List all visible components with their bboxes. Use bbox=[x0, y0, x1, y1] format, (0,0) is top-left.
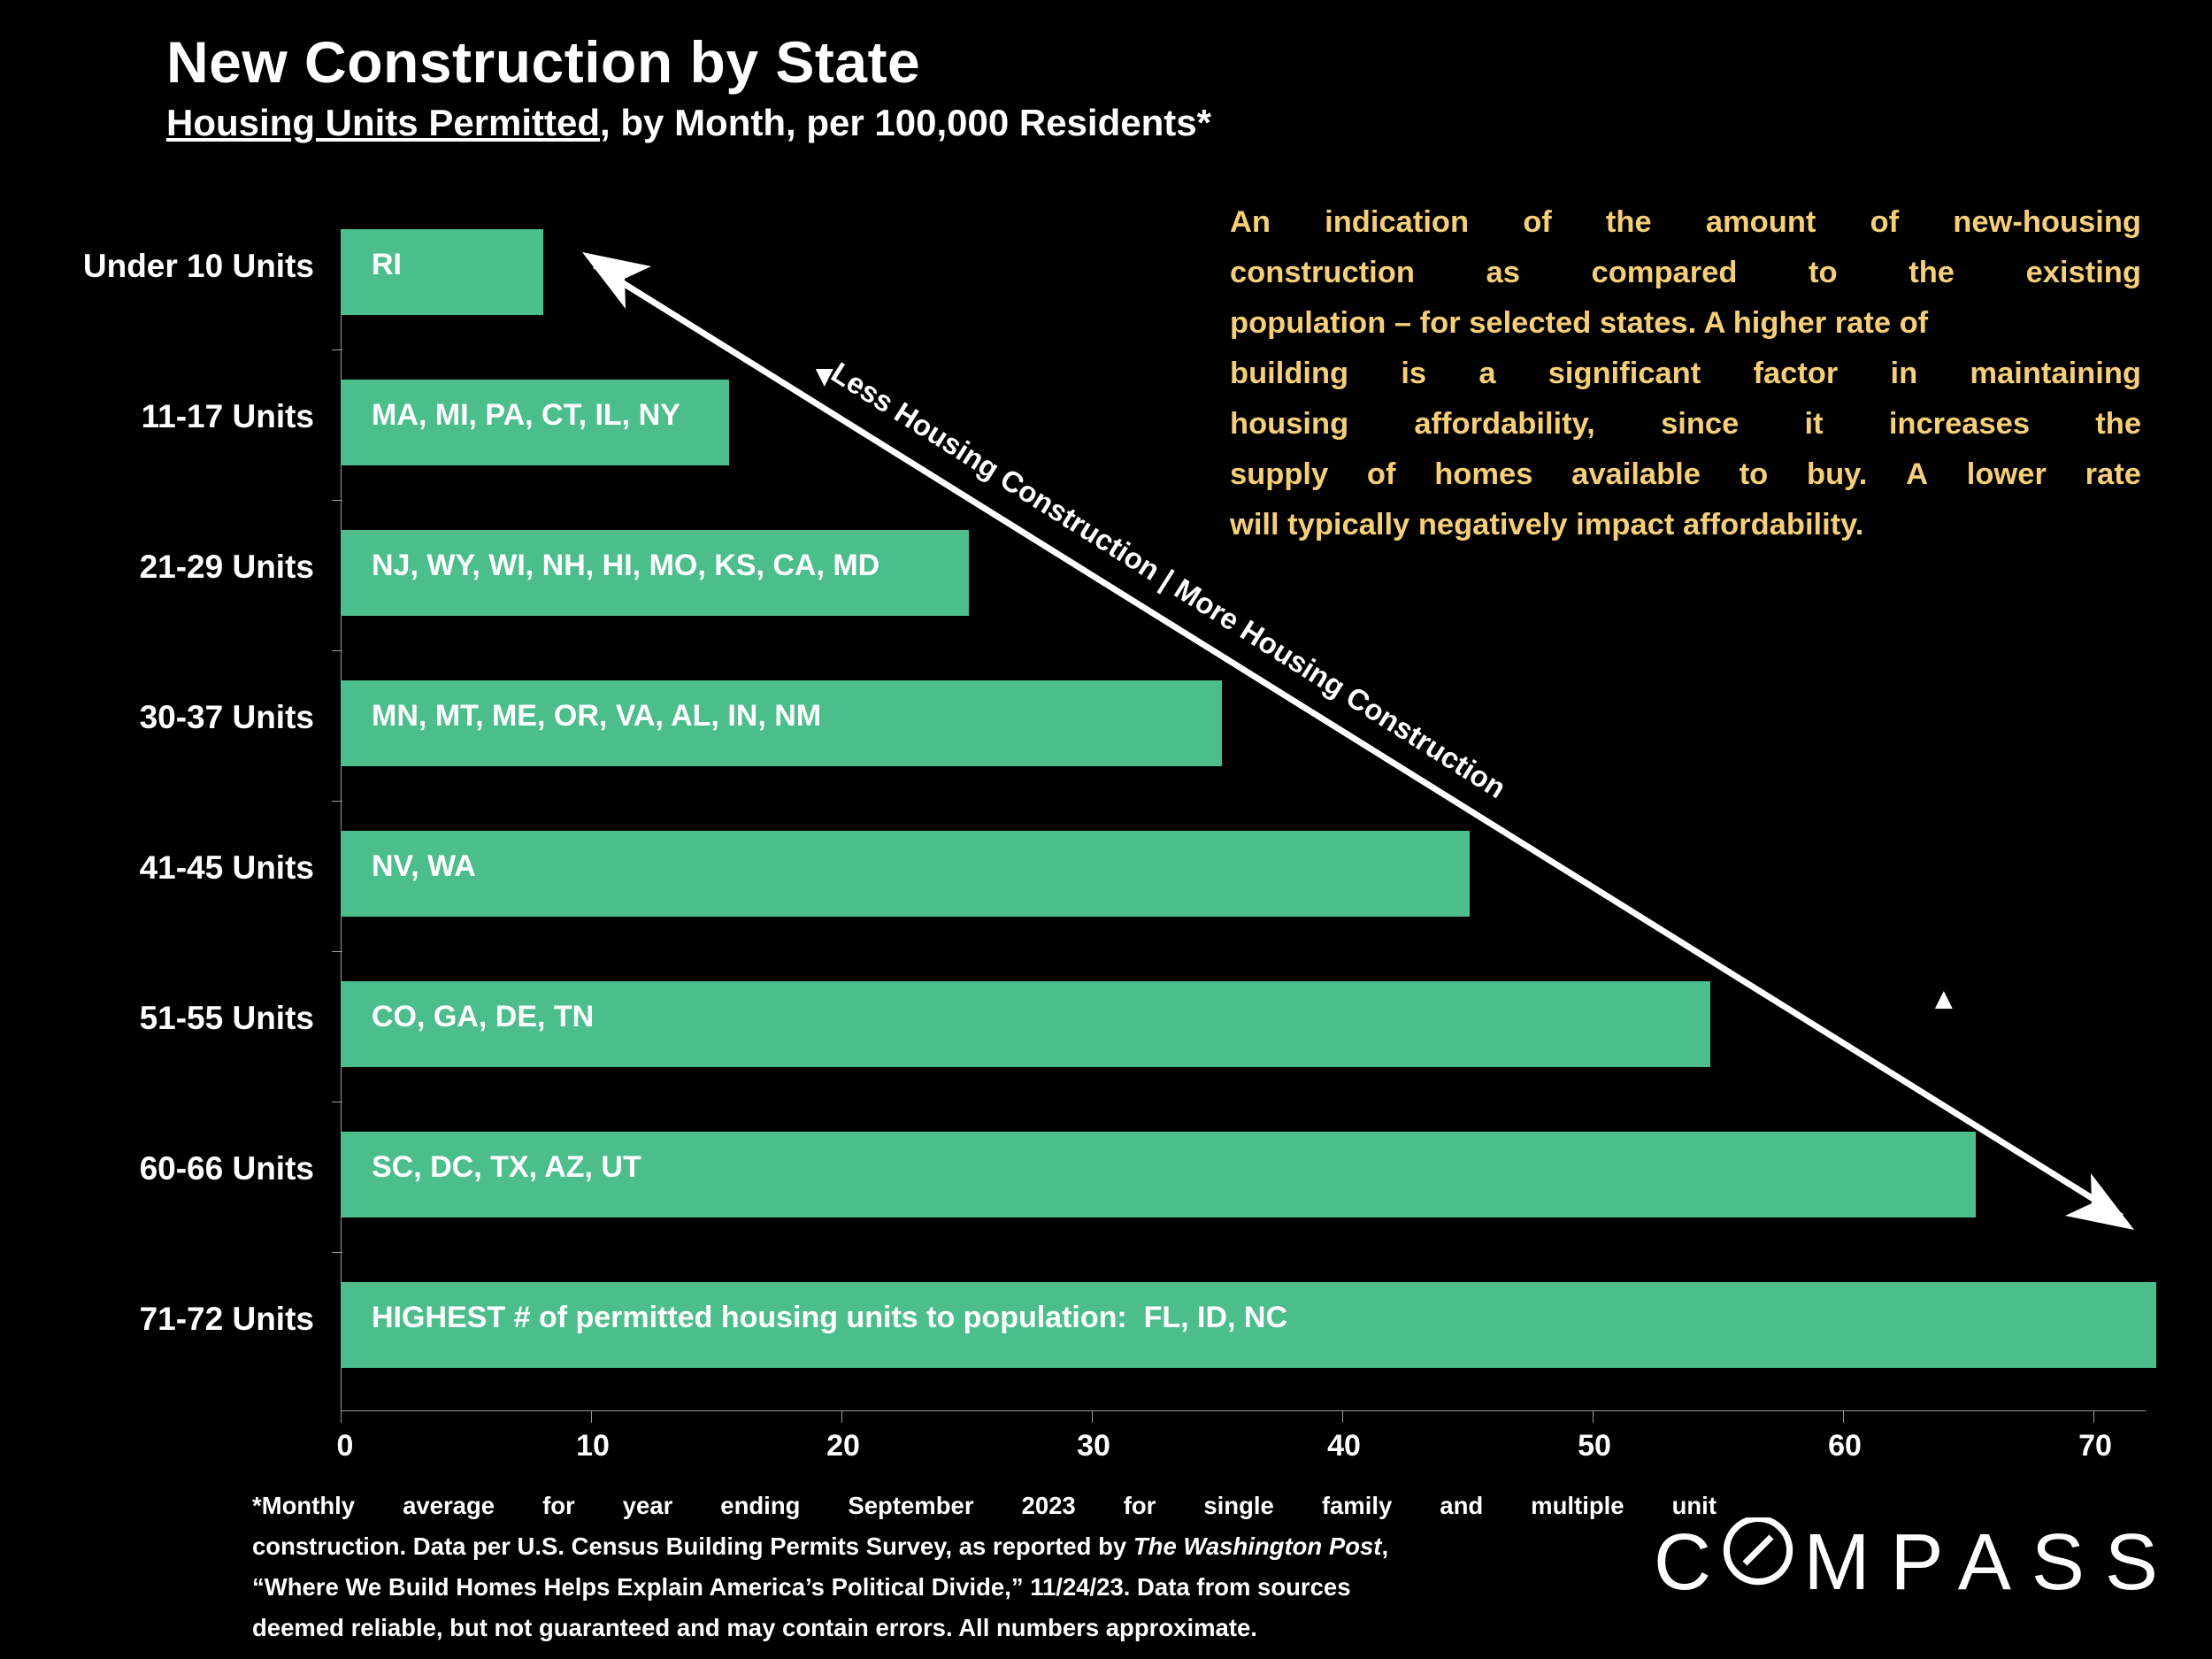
svg-text:MPASS: MPASS bbox=[1804, 1518, 2178, 1597]
svg-text:C: C bbox=[1654, 1518, 1711, 1597]
